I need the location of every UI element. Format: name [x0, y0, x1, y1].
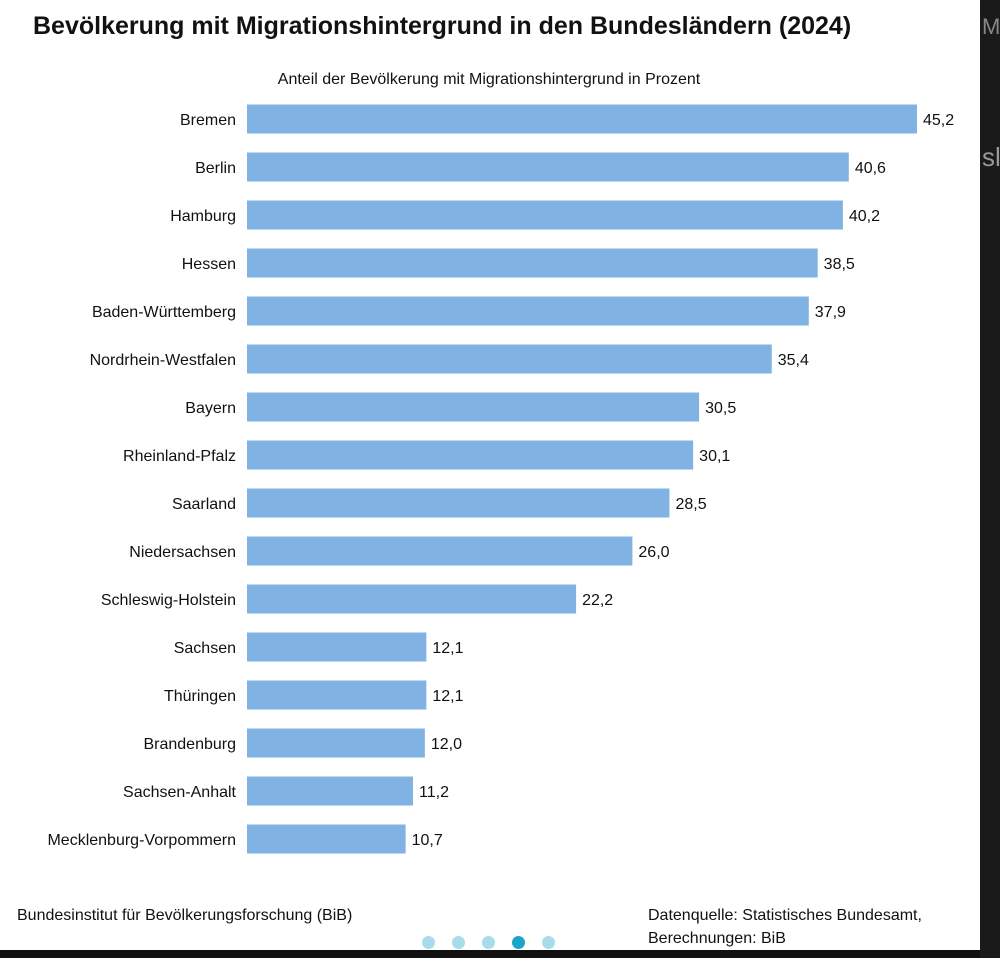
peek-text-top: M	[982, 14, 1000, 39]
category-label: Hamburg	[170, 208, 236, 225]
category-label: Bayern	[185, 400, 236, 417]
category-label: Bremen	[180, 112, 236, 129]
category-label: Brandenburg	[143, 736, 236, 753]
chart-subtitle: Anteil der Bevölkerung mit Migrationshin…	[278, 71, 701, 88]
category-label: Nordrhein-Westfalen	[90, 352, 236, 369]
category-label: Hessen	[182, 256, 236, 273]
category-label: Berlin	[195, 160, 236, 177]
bar	[247, 488, 670, 518]
chart-panel: Bevölkerung mit Migrationshintergrund in…	[0, 0, 980, 950]
category-label: Saarland	[172, 496, 236, 513]
data-label: 11,2	[419, 784, 449, 801]
bar	[247, 824, 406, 854]
next-slide-peek: M sl	[980, 0, 1000, 958]
bar	[247, 296, 809, 326]
bar	[247, 632, 427, 662]
carousel-dot-2[interactable]	[452, 936, 465, 949]
bar	[247, 392, 700, 422]
data-label: 12,1	[432, 688, 463, 705]
category-label: Niedersachsen	[129, 544, 236, 561]
carousel-pagination	[422, 936, 555, 949]
data-label: 12,0	[431, 736, 462, 753]
data-label: 38,5	[824, 256, 855, 273]
data-label: 30,1	[699, 448, 730, 465]
category-label: Baden-Württemberg	[92, 304, 236, 321]
data-label: 10,7	[412, 832, 443, 849]
data-label: 26,0	[638, 544, 669, 561]
data-label: 40,2	[849, 208, 880, 225]
footer-data-source-line1: Datenquelle: Statistisches Bundesamt,	[648, 907, 922, 924]
carousel-dot-5[interactable]	[542, 936, 555, 949]
data-label: 45,2	[923, 112, 954, 129]
bar	[247, 344, 772, 374]
bar-chart: Anteil der Bevölkerung mit Migrationshin…	[47, 71, 954, 854]
bar	[247, 536, 633, 566]
bar	[247, 776, 414, 806]
footer-data-source-line2: Berechnungen: BiB	[648, 930, 786, 947]
bar	[247, 200, 843, 230]
bar	[247, 584, 577, 614]
category-label: Schleswig-Holstein	[101, 592, 236, 609]
category-label: Rheinland-Pfalz	[123, 448, 236, 465]
carousel-dot-3[interactable]	[482, 936, 495, 949]
bar	[247, 680, 427, 710]
bar	[247, 728, 425, 758]
data-label: 35,4	[778, 352, 809, 369]
data-label: 40,6	[855, 160, 886, 177]
bar	[247, 152, 849, 182]
data-label: 28,5	[675, 496, 706, 513]
chart-title: Bevölkerung mit Migrationshintergrund in…	[33, 12, 852, 40]
data-label: 37,9	[815, 304, 846, 321]
bar	[247, 248, 818, 278]
category-label: Mecklenburg-Vorpommern	[47, 832, 236, 849]
data-label: 12,1	[432, 640, 463, 657]
category-label: Sachsen	[174, 640, 236, 657]
carousel-dot-1[interactable]	[422, 936, 435, 949]
carousel-dot-4[interactable]	[512, 936, 525, 949]
bar	[247, 104, 917, 134]
data-label: 22,2	[582, 592, 613, 609]
category-label: Sachsen-Anhalt	[123, 784, 237, 801]
footer-data-source: Datenquelle: Statistisches Bundesamt, Be…	[648, 904, 978, 950]
bar	[247, 440, 694, 470]
category-label: Thüringen	[164, 688, 236, 705]
peek-text-middle: sl	[982, 142, 1000, 172]
data-label: 30,5	[705, 400, 736, 417]
footer-source-org: Bundesinstitut für Bevölkerungsforschung…	[17, 907, 353, 924]
